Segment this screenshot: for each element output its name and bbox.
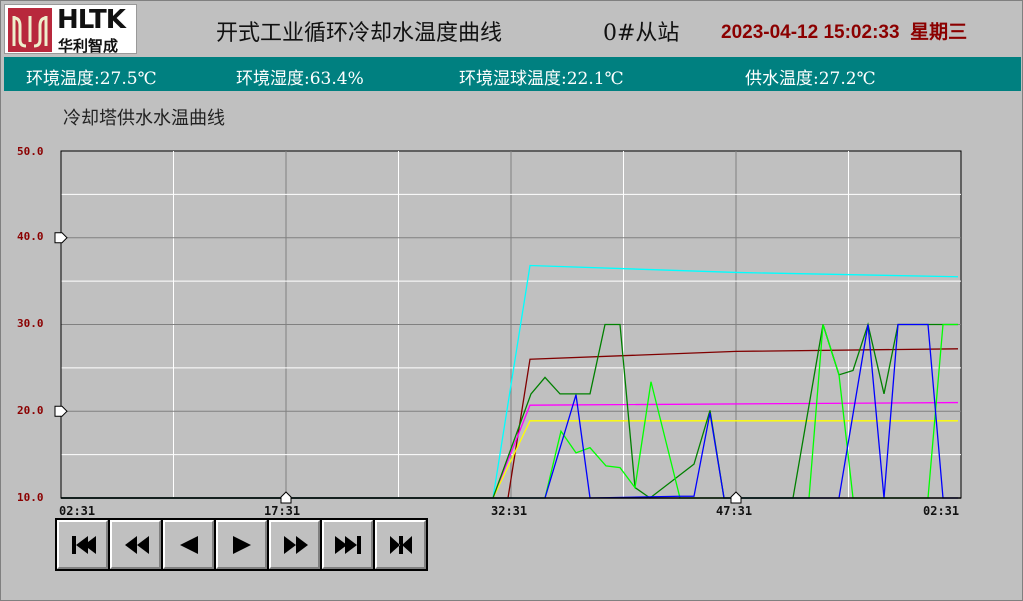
fast-rewind-icon: [124, 535, 149, 554]
limit-marker-icon: [54, 405, 68, 417]
x-tick-label: 02:31: [923, 504, 960, 518]
first-button[interactable]: [57, 520, 108, 569]
logo-text: HLTK: [57, 5, 126, 35]
forward-button[interactable]: [216, 520, 267, 569]
y-tick-label: 10.0: [17, 491, 44, 504]
y-tick-label: 30.0: [17, 317, 44, 330]
ambient-temp: 环境温度:27.5℃: [26, 69, 157, 89]
y-tick-label: 20.0: [17, 404, 44, 417]
wet-bulb-temp: 环境湿球温度:22.1℃: [459, 69, 624, 89]
series-line-4: [61, 322, 958, 499]
last-button[interactable]: [322, 520, 373, 569]
trend-chart[interactable]: [1, 1, 1023, 516]
x-tick-label: 17:31: [264, 504, 301, 518]
date-time-text: 2023-04-12 15:02:33: [721, 22, 900, 43]
skip-last-icon: [334, 535, 361, 554]
datetime: 2023-04-12 15:02:33 星期三: [721, 17, 967, 44]
status-band: 环境温度:27.5℃ 环境湿度:63.4% 环境湿球温度:22.1℃ 供水温度:…: [4, 57, 1021, 91]
skip-first-icon: [71, 535, 96, 554]
x-tick-label: 47:31: [716, 504, 753, 518]
logo-cn: 华利智成: [58, 37, 119, 55]
x-tick-label: 32:31: [491, 504, 528, 518]
fast-forward-icon: [283, 535, 308, 554]
step-forward-icon: [232, 535, 251, 554]
logo: HLTK 华利智成: [4, 4, 137, 55]
step-back-icon: [179, 535, 198, 554]
supply-temp: 供水温度:27.2℃: [745, 69, 876, 89]
navigation-controls: [55, 518, 428, 571]
fit-button[interactable]: [375, 520, 426, 569]
weekday-text: 星期三: [910, 22, 968, 43]
logo-mark-icon: [8, 8, 52, 52]
chart-title: 冷却塔供水水温曲线: [63, 108, 225, 129]
back-button[interactable]: [163, 520, 214, 569]
page-title: 开式工业循环冷却水温度曲线: [216, 21, 503, 46]
limit-marker-icon: [54, 232, 68, 244]
cursor-marker-icon: [730, 491, 742, 504]
fast-forward-button[interactable]: [269, 520, 320, 569]
y-tick-label: 40.0: [17, 230, 44, 243]
cursor-marker-icon: [280, 491, 292, 504]
y-tick-label: 50.0: [17, 145, 44, 158]
station-label: 0#从站: [603, 21, 680, 46]
x-tick-label: 02:31: [59, 504, 96, 518]
fit-range-icon: [389, 535, 412, 554]
ambient-humidity: 环境湿度:63.4%: [236, 69, 364, 89]
fast-back-button[interactable]: [110, 520, 161, 569]
